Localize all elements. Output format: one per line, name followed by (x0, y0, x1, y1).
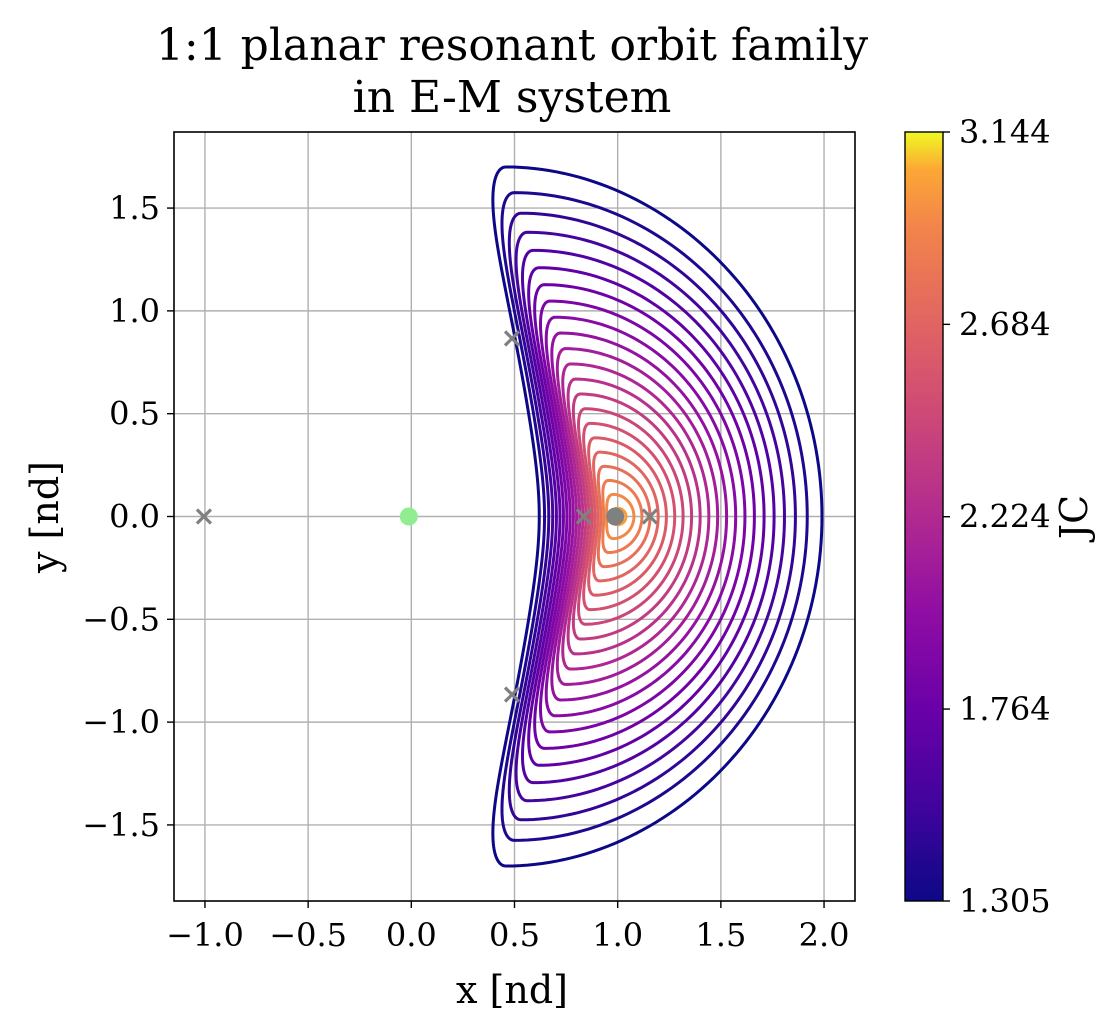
chart-title-line-2: in E-M system (353, 72, 672, 123)
grid-lines (174, 132, 855, 901)
orbit-curve (582, 421, 677, 612)
orbit-curve (500, 191, 809, 842)
x-axis-label: x [nd] (456, 968, 568, 1012)
x-tick-label: 0.5 (489, 916, 540, 954)
y-tick-label: −1.0 (82, 703, 160, 741)
moon-marker (606, 507, 625, 526)
y-axis-ticks: 1.5 1.0 0.5 0.0 −0.5 −1.0 −1.5 (82, 189, 174, 844)
x-tick-label: 1.5 (695, 916, 746, 954)
orbit-curve (601, 478, 644, 555)
y-axis-label: y [nd] (23, 461, 67, 574)
x-tick-label: −0.5 (269, 916, 347, 954)
x-tick-label: 2.0 (799, 916, 850, 954)
lagrange-point-l5-marker (503, 686, 521, 703)
orbit-curve (577, 407, 685, 626)
orbit-curve (544, 315, 738, 718)
orbit-curve (520, 248, 776, 785)
lagrange-point-l4-marker (503, 330, 521, 347)
x-axis-ticks: −1.0 −0.5 0.0 0.5 1.0 1.5 2.0 (166, 901, 849, 954)
colorbar-tick-label: 2.224 (959, 498, 1051, 536)
x-tick-label: 0.0 (386, 916, 437, 954)
colorbar-tick-label: 3.144 (959, 113, 1051, 151)
colorbar-tick-label: 2.684 (959, 305, 1051, 343)
y-tick-label: 0.5 (109, 395, 160, 433)
y-tick-label: −0.5 (82, 600, 160, 638)
colorbar (904, 131, 944, 902)
colorbar-label: JC (1052, 495, 1096, 543)
lagrange-point-l2-marker (641, 508, 659, 525)
y-tick-label: 0.0 (109, 498, 160, 536)
orbit-curves (491, 165, 824, 868)
x-tick-label: 1.0 (592, 916, 643, 954)
orbit-curve (507, 211, 797, 822)
colorbar-ticks: 3.144 2.684 2.224 1.764 1.305 (943, 113, 1051, 920)
chart-title-line-1: 1:1 planar resonant orbit family (156, 20, 868, 71)
y-tick-label: 1.0 (109, 292, 160, 330)
point-markers (195, 330, 659, 703)
lagrange-point-l1-marker (575, 508, 592, 525)
orbit-curve (538, 299, 747, 734)
orbit-curve (596, 464, 652, 569)
orbit-curve (527, 266, 766, 767)
orbit-curve (514, 230, 786, 803)
orbit-curve (561, 362, 711, 671)
colorbar-tick-label: 1.764 (959, 690, 1051, 728)
y-tick-label: −1.5 (82, 806, 160, 844)
x-tick-label: −1.0 (166, 916, 244, 954)
orbit-curve (550, 331, 729, 702)
colorbar-tick-label: 1.305 (959, 882, 1051, 920)
orbit-curve (533, 283, 756, 750)
orbit-curve (491, 165, 824, 868)
y-tick-label: 1.5 (109, 189, 160, 227)
lagrange-point-l3-marker (195, 508, 213, 525)
orbit-curve (592, 450, 660, 583)
orbit-curve (587, 436, 668, 597)
earth-marker (399, 507, 418, 526)
orbit-curve (555, 347, 720, 686)
